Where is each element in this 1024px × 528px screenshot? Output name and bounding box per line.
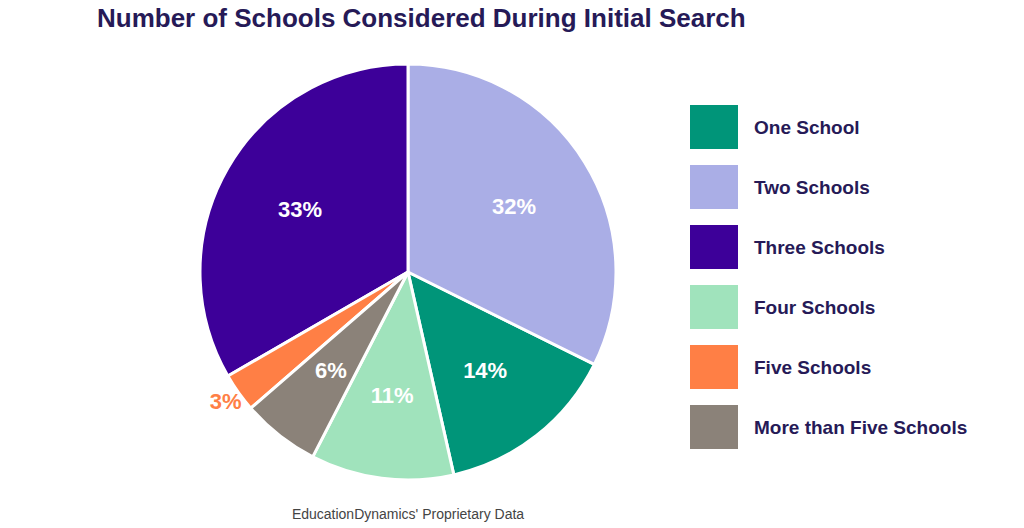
legend-label: Three Schools <box>754 237 885 258</box>
legend-item: More than Five Schools <box>690 405 967 449</box>
legend-swatch <box>690 345 738 389</box>
legend-swatch <box>690 225 738 269</box>
data-label: 32% <box>492 194 536 219</box>
data-labels: 14% 32% 33% 11% 3% 6% <box>210 194 536 415</box>
legend-item: Three Schools <box>690 225 885 269</box>
pie-slice <box>251 272 408 457</box>
background <box>0 0 1024 528</box>
legend-swatch <box>690 405 738 449</box>
data-label: 11% <box>371 383 414 408</box>
legend-label: More than Five Schools <box>754 417 967 438</box>
legend-swatch <box>690 105 738 149</box>
legend-label: Five Schools <box>754 357 871 378</box>
legend-label: Two Schools <box>754 177 870 198</box>
legend-label: Four Schools <box>754 297 875 318</box>
legend-swatch <box>690 165 738 209</box>
data-label: 14% <box>463 358 507 383</box>
legend-item: Four Schools <box>690 285 875 329</box>
legend-item: Two Schools <box>690 165 870 209</box>
legend-item: One School <box>690 105 860 149</box>
data-label: 6% <box>315 358 347 383</box>
legend-item: Five Schools <box>690 345 871 389</box>
legend: One School Two Schools Three Schools Four S… <box>690 105 967 449</box>
chart-title: Number of Schools Considered During Init… <box>97 3 746 33</box>
data-label: 33% <box>278 197 322 222</box>
legend-swatch <box>690 285 738 329</box>
pie-slice <box>408 64 616 364</box>
data-label: 3% <box>210 389 242 414</box>
pie <box>200 64 616 480</box>
legend-label: One School <box>754 117 860 138</box>
source-note: EducationDynamics' Proprietary Data <box>292 506 524 522</box>
